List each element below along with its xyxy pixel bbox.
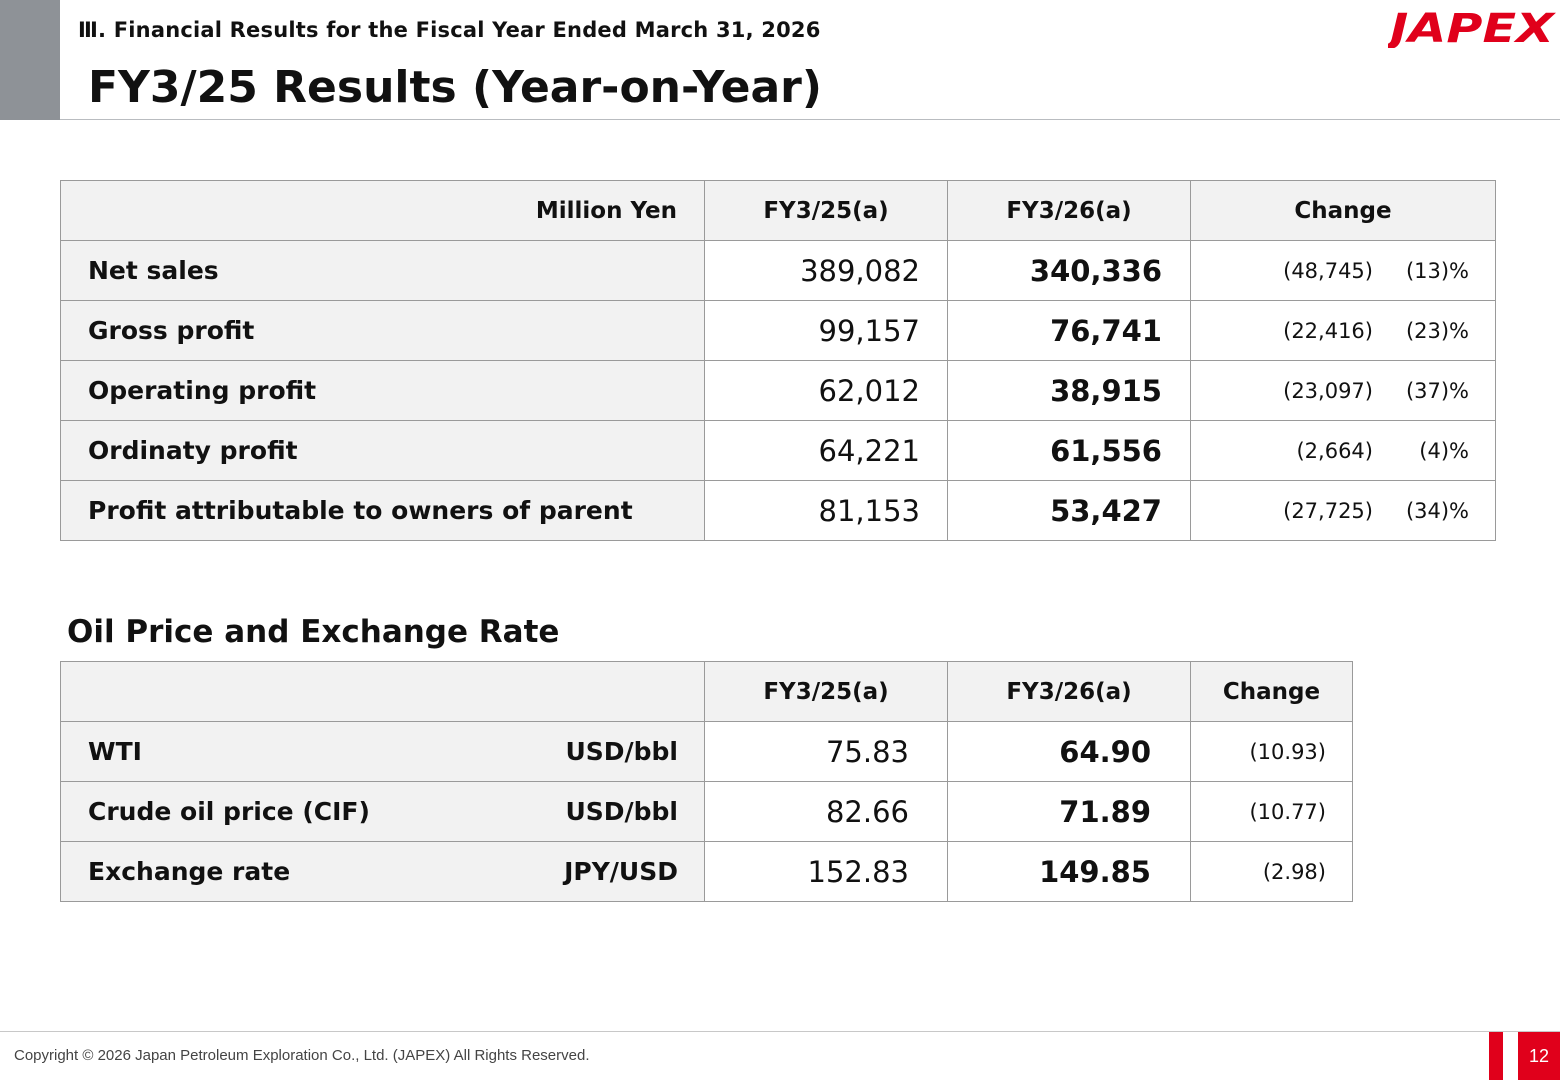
- change-amount: (10.93): [1190, 721, 1353, 782]
- row-label: Exchange rate: [88, 857, 291, 886]
- table-row: Net sales 389,082 340,336 (48,745) (13)%: [60, 240, 1496, 301]
- table-row: WTI USD/bbl 75.83 64.90 (10.93): [60, 721, 1353, 782]
- change-amount: (23,097): [1283, 378, 1373, 403]
- row-label: WTI: [88, 737, 142, 766]
- change-header: Change: [1190, 661, 1353, 722]
- page-number: 12: [1518, 1032, 1560, 1080]
- oil-label-header: [60, 661, 705, 722]
- prev-value: 64,221: [704, 420, 948, 481]
- table-row: Profit attributable to owners of parent …: [60, 480, 1496, 541]
- page-title: FY3/25 Results (Year-on-Year): [88, 62, 822, 113]
- change-amount: (22,416): [1283, 318, 1373, 343]
- oil-header-row: FY3/25(a) FY3/26(a) Change: [60, 661, 1353, 722]
- change-amount: (2,664): [1296, 438, 1373, 463]
- current-year-header: FY3/26(a): [947, 180, 1191, 241]
- row-label-cell: WTI USD/bbl: [60, 721, 705, 782]
- change-amount: (48,745): [1283, 258, 1373, 283]
- prev-year-header: FY3/25(a): [704, 661, 948, 722]
- row-unit: JPY/USD: [564, 857, 678, 886]
- footer-divider: [0, 1031, 1560, 1032]
- copyright-text: Copyright © 2026 Japan Petroleum Explora…: [14, 1047, 590, 1064]
- prev-value: 389,082: [704, 240, 948, 301]
- prev-value: 81,153: [704, 480, 948, 541]
- table-row: Exchange rate JPY/USD 152.83 149.85 (2.98…: [60, 841, 1353, 902]
- change-header: Change: [1190, 180, 1496, 241]
- prev-value: 62,012: [704, 360, 948, 421]
- change-percent: (37)%: [1405, 378, 1469, 403]
- change-cell: (2,664) (4)%: [1190, 420, 1496, 481]
- change-amount: (10.77): [1190, 781, 1353, 842]
- change-cell: (48,745) (13)%: [1190, 240, 1496, 301]
- footer-accent-bar: [1489, 1032, 1503, 1080]
- prev-value: 75.83: [704, 721, 948, 782]
- row-label: Profit attributable to owners of parent: [60, 480, 705, 541]
- prev-year-header: FY3/25(a): [704, 180, 948, 241]
- change-percent: (23)%: [1405, 318, 1469, 343]
- change-percent: (34)%: [1405, 498, 1469, 523]
- oil-section-title: Oil Price and Exchange Rate: [67, 614, 560, 650]
- unit-header: Million Yen: [60, 180, 705, 241]
- change-percent: (4)%: [1419, 438, 1469, 463]
- prev-value: 152.83: [704, 841, 948, 902]
- current-value: 76,741: [947, 300, 1191, 361]
- header-divider: [60, 119, 1560, 120]
- header-side-bar: [0, 0, 60, 120]
- row-label: Net sales: [60, 240, 705, 301]
- current-value: 71.89: [947, 781, 1191, 842]
- section-label: Ⅲ. Financial Results for the Fiscal Year…: [78, 18, 821, 42]
- row-label: Operating profit: [60, 360, 705, 421]
- current-value: 64.90: [947, 721, 1191, 782]
- row-label-cell: Exchange rate JPY/USD: [60, 841, 705, 902]
- row-unit: USD/bbl: [565, 797, 678, 826]
- change-cell: (27,725) (34)%: [1190, 480, 1496, 541]
- oil-price-table: FY3/25(a) FY3/26(a) Change WTI USD/bbl 75…: [60, 661, 1353, 902]
- prev-value: 82.66: [704, 781, 948, 842]
- row-label-cell: Crude oil price (CIF) USD/bbl: [60, 781, 705, 842]
- table-row: Ordinaty profit 64,221 61,556 (2,664) (4)…: [60, 420, 1496, 481]
- results-table: Million Yen FY3/25(a) FY3/26(a) Change N…: [60, 180, 1496, 541]
- prev-value: 99,157: [704, 300, 948, 361]
- row-unit: USD/bbl: [565, 737, 678, 766]
- change-percent: (13)%: [1405, 258, 1469, 283]
- current-year-header: FY3/26(a): [947, 661, 1191, 722]
- current-value: 61,556: [947, 420, 1191, 481]
- table-row: Crude oil price (CIF) USD/bbl 82.66 71.89…: [60, 781, 1353, 842]
- current-value: 53,427: [947, 480, 1191, 541]
- current-value: 38,915: [947, 360, 1191, 421]
- change-amount: (27,725): [1283, 498, 1373, 523]
- change-amount: (2.98): [1190, 841, 1353, 902]
- current-value: 149.85: [947, 841, 1191, 902]
- change-cell: (23,097) (37)%: [1190, 360, 1496, 421]
- change-cell: (22,416) (23)%: [1190, 300, 1496, 361]
- results-header-row: Million Yen FY3/25(a) FY3/26(a) Change: [60, 180, 1496, 241]
- japex-logo: JAPEX: [1388, 8, 1556, 48]
- row-label: Gross profit: [60, 300, 705, 361]
- row-label: Ordinaty profit: [60, 420, 705, 481]
- table-row: Gross profit 99,157 76,741 (22,416) (23)%: [60, 300, 1496, 361]
- current-value: 340,336: [947, 240, 1191, 301]
- row-label: Crude oil price (CIF): [88, 797, 370, 826]
- logo-text: JAPEX: [1388, 8, 1556, 48]
- table-row: Operating profit 62,012 38,915 (23,097)(…: [60, 360, 1496, 421]
